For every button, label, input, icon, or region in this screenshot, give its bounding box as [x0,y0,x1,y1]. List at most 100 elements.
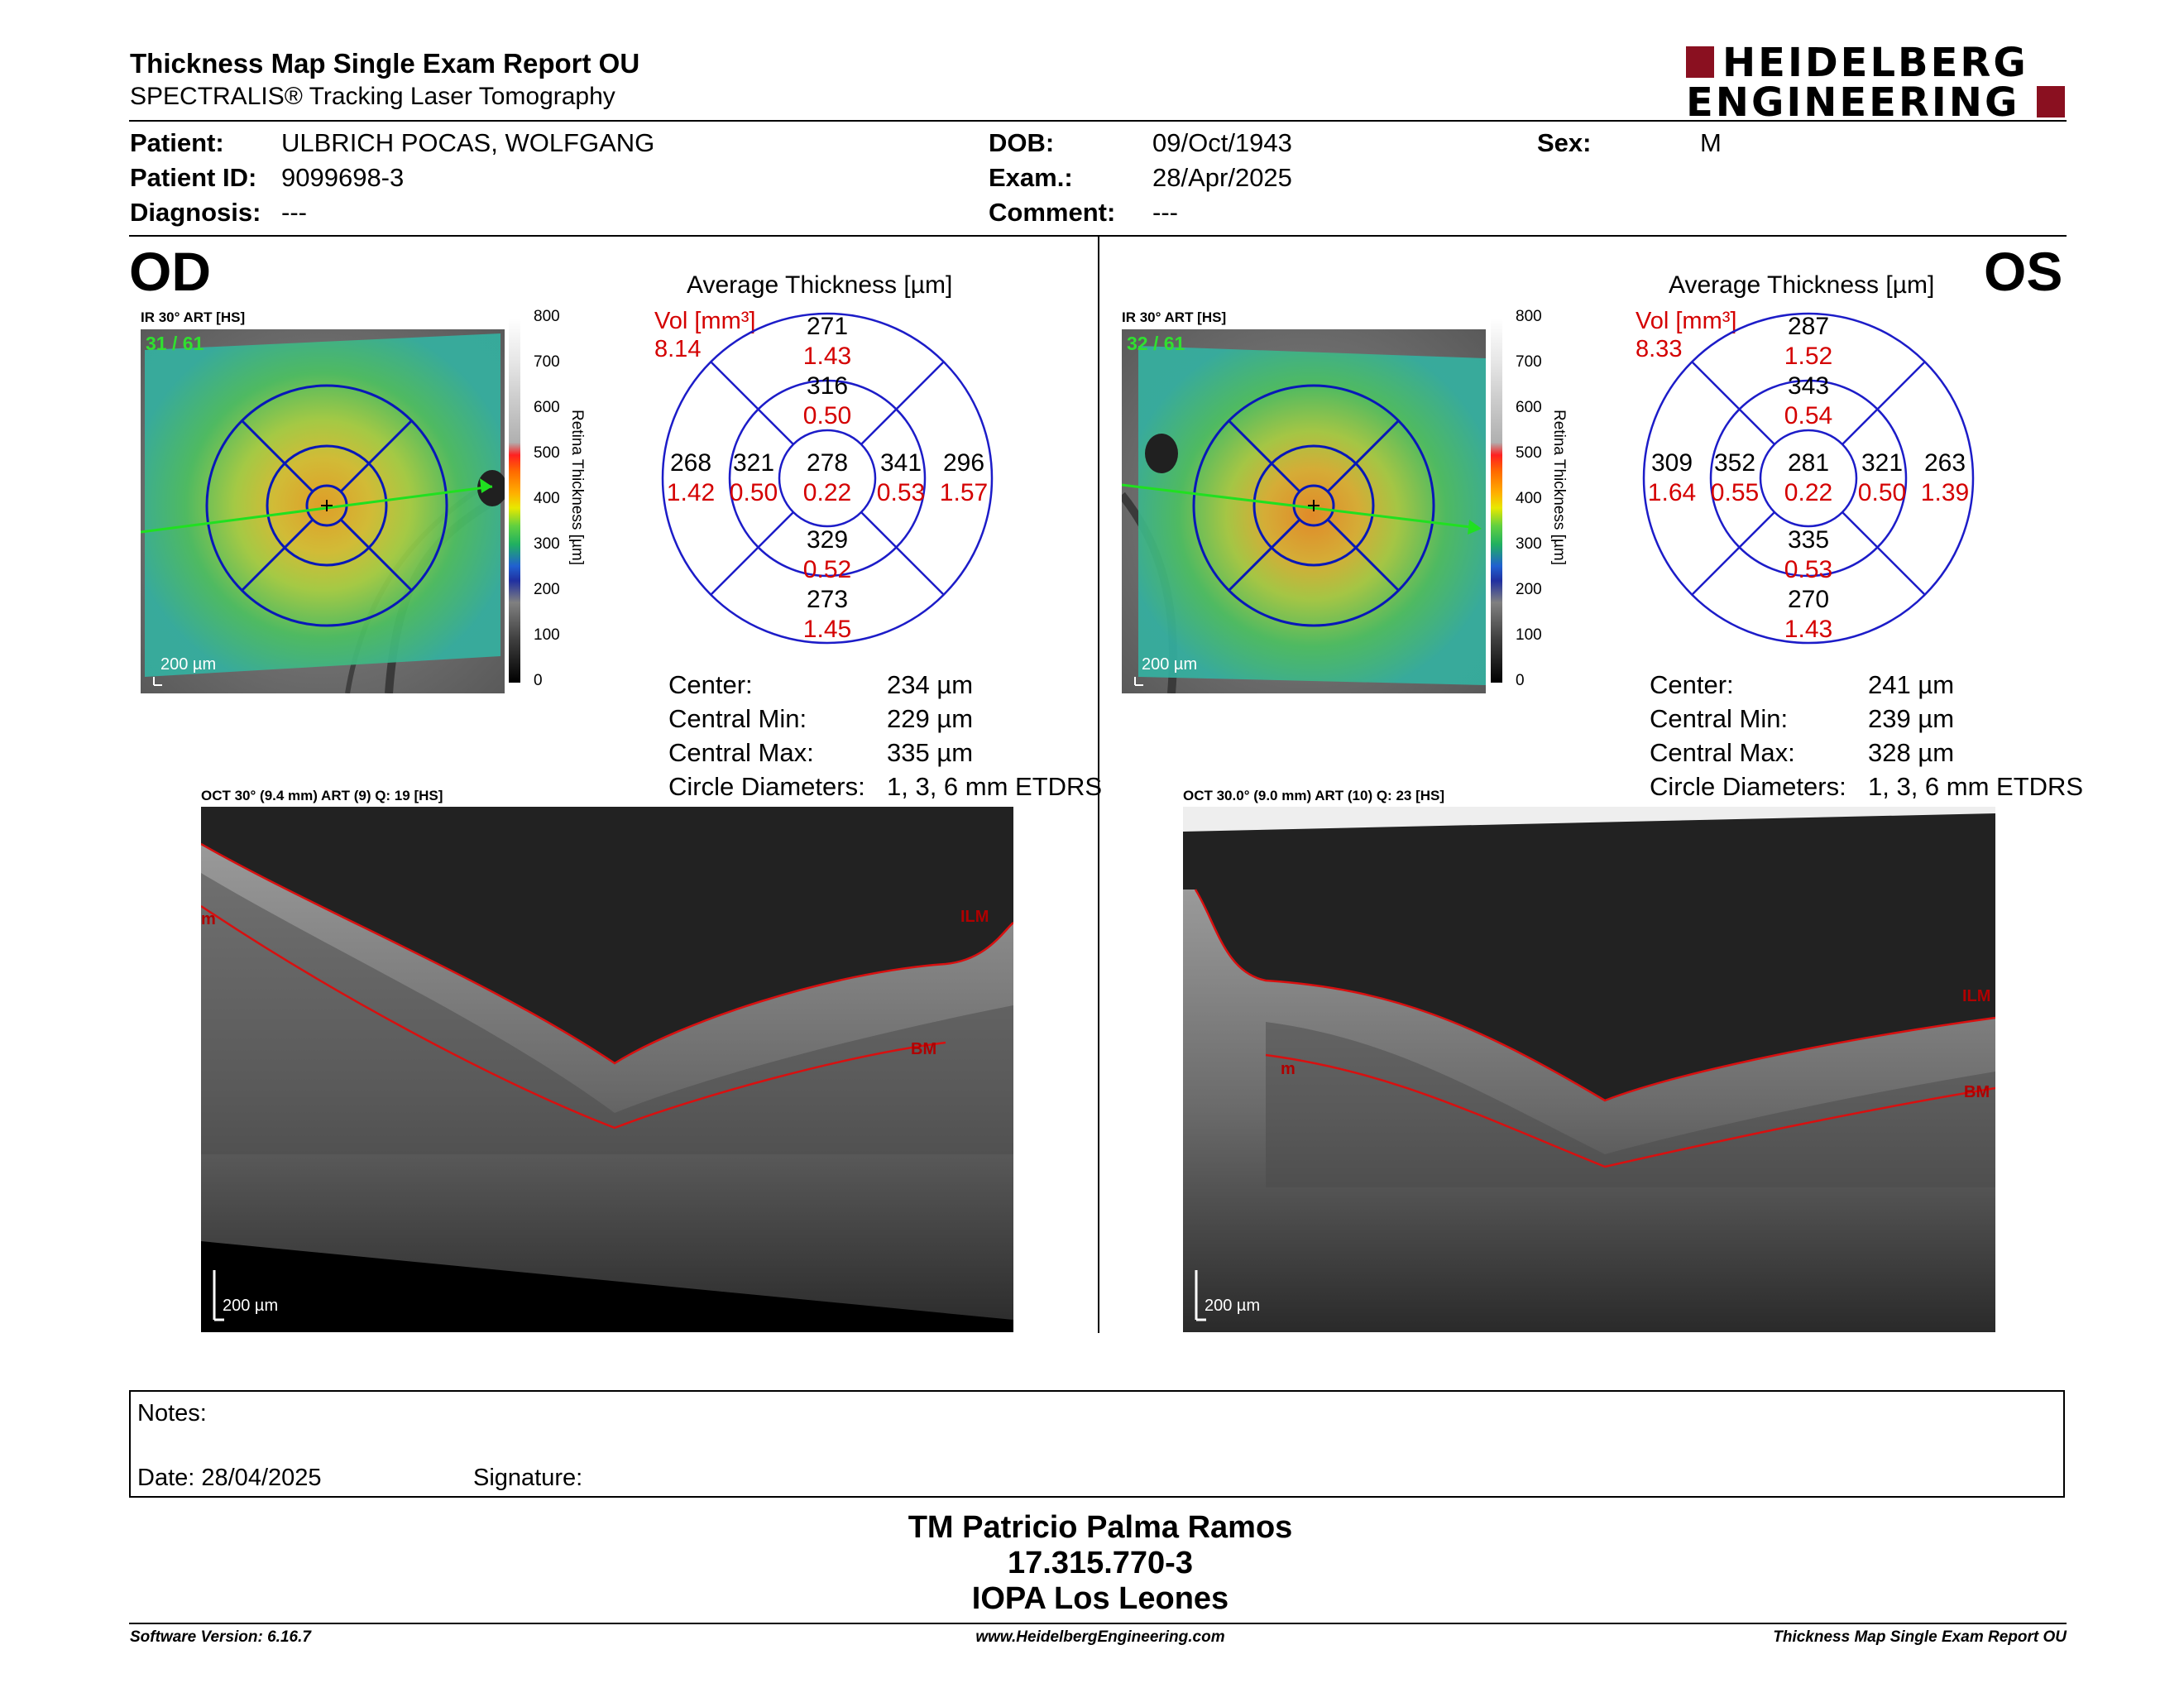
patient-id-label: Patient ID: [130,163,257,192]
od-inner-nasal-volume: 0.53 [876,479,926,506]
patient-value: ULBRICH POCAS, WOLFGANG [281,128,655,157]
report-subtitle: SPECTRALIS® Tracking Laser Tomography [130,83,615,110]
od-colorbar-ticks: 800 700 600 500 400 300 200 100 0 [534,308,560,689]
os-center-volume: 0.22 [1784,479,1833,506]
os-inner-inferior-volume: 0.53 [1784,556,1833,583]
os-inner-superior-volume: 0.54 [1784,402,1833,429]
od-inner-temporal-volume: 0.50 [729,479,778,506]
od-inner-temporal-thickness: 321 [732,449,775,477]
od-center-value: 234 µm [887,670,974,699]
signer-org: IOPA Los Leones [971,1581,1229,1616]
os-central-min-label: Central Min: [1650,704,1789,733]
od-colorbar-label: Retina Thickness [µm] [568,410,586,565]
os-eye-label: OS [1984,241,2063,302]
eye-divider [1098,237,1099,1333]
patient-divider [129,235,2067,237]
od-inner-superior-volume: 0.50 [802,402,852,429]
od-inner-superior-thickness: 316 [806,372,849,400]
os-inner-temporal-volume: 0.50 [1857,479,1907,506]
od-outer-superior-volume: 1.43 [802,343,852,370]
sex-label: Sex: [1537,128,1592,157]
od-center-label: Center: [668,670,753,699]
os-colorbar-ticks: 800 700 600 500 400 300 200 100 0 [1516,308,1542,689]
os-central-min-value: 239 µm [1868,704,1955,733]
od-oct-m-label: m [201,910,216,928]
os-inner-nasal-thickness: 352 [1713,449,1756,477]
os-inner-superior-thickness: 343 [1787,372,1830,400]
os-central-max-label: Central Max: [1650,738,1795,767]
os-outer-temporal-volume: 1.39 [1920,479,1970,506]
footer-software-version: Software Version: 6.16.7 [130,1628,311,1646]
patient-id-value: 9099698-3 [281,163,405,192]
os-oct-ilm-label: ILM [1962,987,1991,1005]
os-inner-temporal-thickness: 321 [1861,449,1904,477]
header-divider [129,120,2067,122]
od-outer-temporal-thickness: 268 [669,449,712,477]
heidelberg-logo: HEIDELBERG ENGINEERING [1686,40,2067,122]
signer-name: TM Patricio Palma Ramos [908,1510,1293,1545]
os-oct-bm-label: BM [1964,1083,1990,1101]
od-average-thickness-title: Average Thickness [µm] [687,271,953,299]
dob-label: DOB: [989,128,1055,157]
os-ir-label: IR 30° ART [HS] [1122,309,1227,325]
od-outer-nasal-volume: 1.57 [939,479,989,506]
od-oct-bscan: ILM BM m 200 µm [201,807,1013,1332]
od-outer-nasal-thickness: 296 [942,449,985,477]
os-central-max-value: 328 µm [1868,738,1955,767]
od-circle-diameters-value: 1, 3, 6 mm ETDRS [887,772,1103,801]
od-inner-inferior-volume: 0.52 [802,556,852,583]
os-outer-inferior-volume: 1.43 [1784,616,1833,643]
footer-divider [129,1623,2067,1624]
os-vol-value: 8.33 [1636,336,1683,362]
os-oct-m-label: m [1281,1060,1296,1078]
od-central-max-label: Central Max: [668,738,814,767]
os-center-value: 241 µm [1868,670,1955,699]
os-inner-inferior-thickness: 335 [1787,526,1830,554]
os-outer-superior-thickness: 287 [1787,313,1830,340]
os-oct-scale: 200 µm [1205,1297,1261,1315]
os-circle-diameters-value: 1, 3, 6 mm ETDRS [1868,772,2084,801]
notes-box[interactable]: Notes: Date: 28/04/2025 Signature: [129,1390,2065,1498]
report-title: Thickness Map Single Exam Report OU [130,48,640,79]
od-center-thickness: 278 [806,449,849,477]
comment-value: --- [1152,198,1178,227]
od-oct-ilm-label: ILM [960,908,989,926]
os-thickness-colorbar [1491,319,1502,683]
od-central-min-value: 229 µm [887,704,974,733]
od-oct-scale: 200 µm [223,1297,279,1315]
od-inner-nasal-thickness: 341 [879,449,922,477]
os-center-thickness: 281 [1787,449,1830,477]
os-average-thickness-title: Average Thickness [µm] [1669,271,1935,299]
od-outer-inferior-thickness: 273 [806,586,849,613]
logo-line1: HEIDELBERG [1722,40,2028,86]
comment-label: Comment: [989,198,1116,227]
os-circle-diameters-label: Circle Diameters: [1650,772,1846,801]
footer-url[interactable]: www.HeidelbergEngineering.com [975,1628,1225,1646]
od-central-min-label: Central Min: [668,704,807,733]
od-outer-superior-thickness: 271 [806,313,849,340]
os-map-scale: 200 µm [1142,655,1198,674]
os-vol-label: Vol [mm³] [1636,308,1737,334]
signer-id: 17.315.770-3 [1008,1546,1193,1580]
os-colorbar-label: Retina Thickness [µm] [1550,410,1568,565]
os-outer-nasal-thickness: 309 [1650,449,1693,477]
os-outer-inferior-thickness: 270 [1787,586,1830,613]
od-frame-counter: 31 / 61 [146,333,204,354]
notes-signature-label: Signature: [473,1465,583,1491]
os-frame-counter: 32 / 61 [1127,333,1185,354]
os-outer-superior-volume: 1.52 [1784,343,1833,370]
od-outer-temporal-volume: 1.42 [666,479,716,506]
od-center-volume: 0.22 [802,479,852,506]
od-fundus-thickness-map: 31 / 61 200 µm [141,329,505,693]
os-fundus-thickness-map: 32 / 61 200 µm [1122,329,1486,693]
od-outer-inferior-volume: 1.45 [802,616,852,643]
od-central-max-value: 335 µm [887,738,974,767]
od-etdrs-grid: 278 0.22 316 0.50 329 0.52 321 0.50 341 … [660,311,994,645]
os-outer-temporal-thickness: 263 [1923,449,1966,477]
footer-report-name: Thickness Map Single Exam Report OU [1773,1628,2067,1646]
od-vol-value: 8.14 [654,336,702,362]
os-inner-nasal-volume: 0.55 [1710,479,1760,506]
od-ir-label: IR 30° ART [HS] [141,309,246,325]
od-oct-label: OCT 30° (9.4 mm) ART (9) Q: 19 [HS] [201,788,443,803]
notes-date: Date: 28/04/2025 [137,1465,322,1491]
